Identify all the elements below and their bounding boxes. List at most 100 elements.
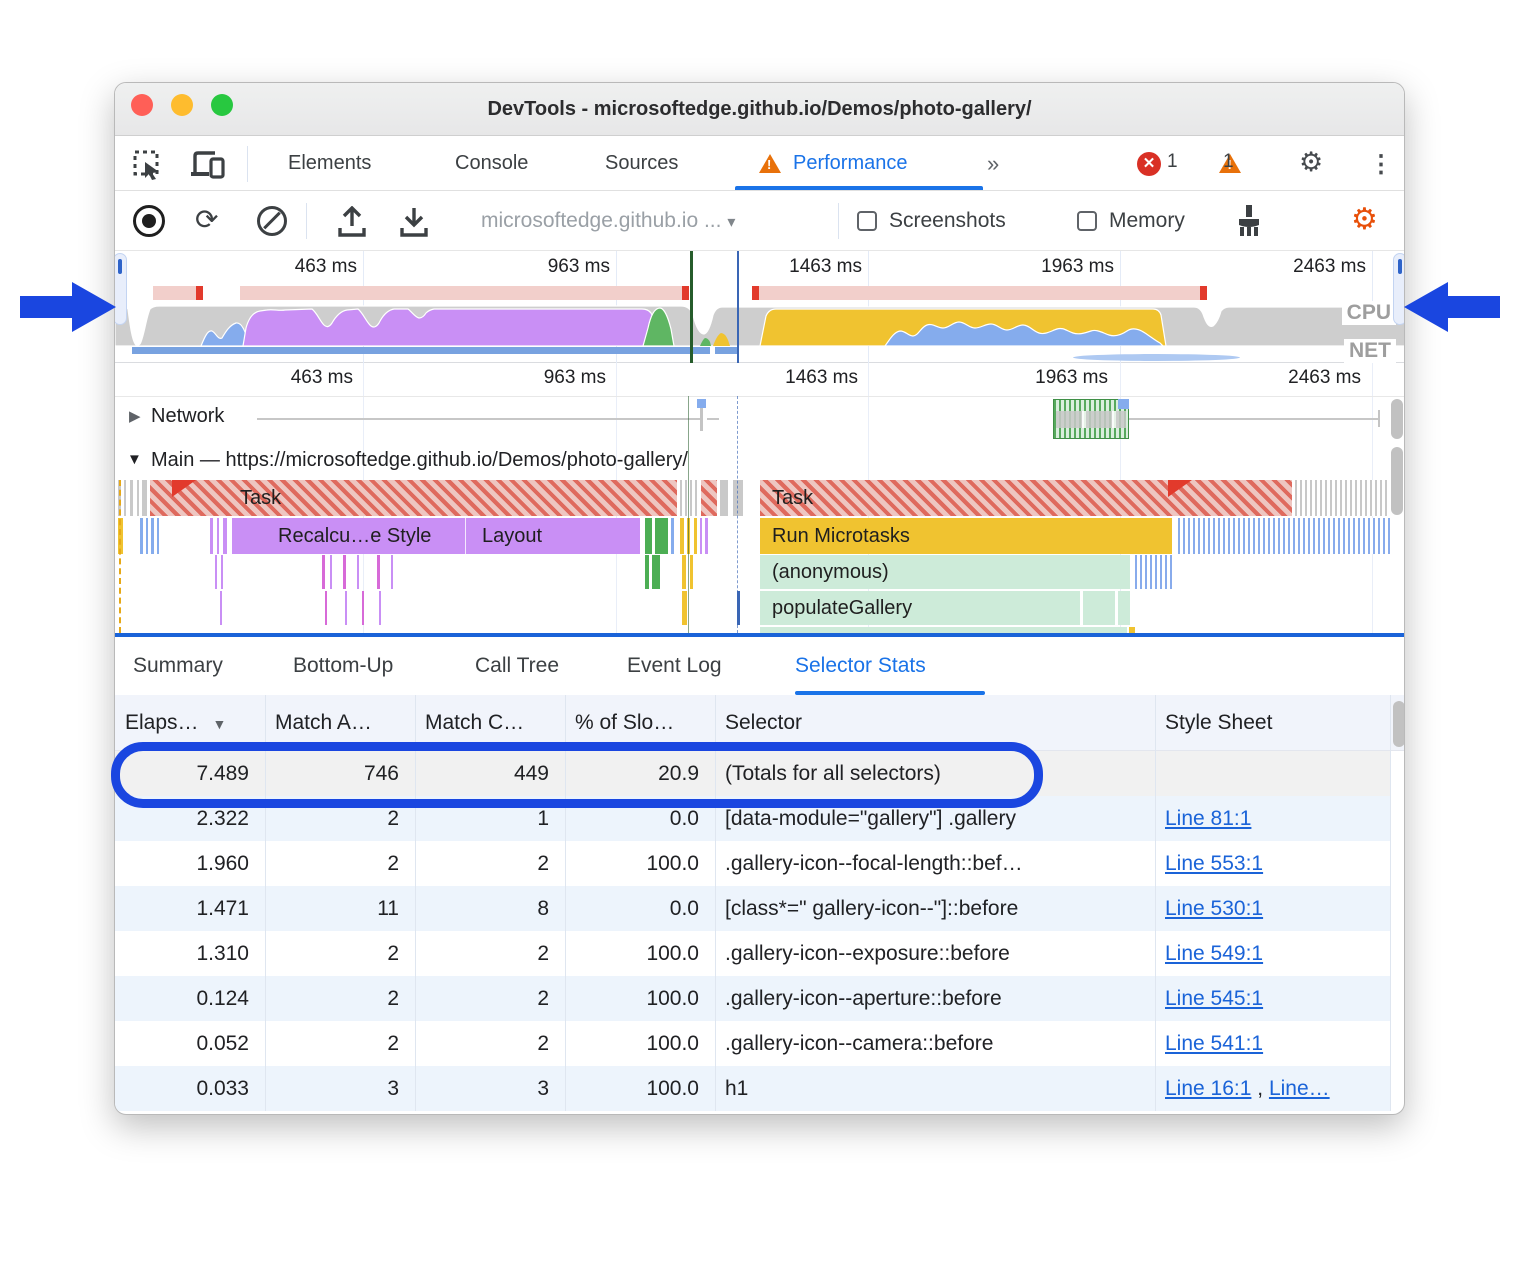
header-selector[interactable]: Selector (725, 711, 803, 734)
flame-anonymous-bar[interactable]: (anonymous) (760, 555, 1130, 589)
network-request-line (257, 418, 700, 420)
stylesheet-line-link[interactable]: Line 81:1 (1165, 807, 1252, 830)
stylesheet-line-link[interactable]: Line 530:1 (1165, 897, 1264, 920)
event-fragment (1129, 627, 1135, 633)
minimize-window-button[interactable] (171, 94, 193, 116)
stylesheet-line-link[interactable]: Line 549:1 (1165, 942, 1264, 965)
table-row[interactable]: 0.124 2 2 100.0 .gallery-icon--aperture::bef… (115, 976, 1390, 1021)
event-fragment (1135, 555, 1172, 589)
task-fragment (733, 480, 743, 516)
column-divider (1155, 695, 1156, 1111)
header-match-attempts[interactable]: Match A… (275, 711, 372, 734)
cpu-activity-chart (115, 305, 1404, 346)
selector-cell: h1 (725, 1077, 749, 1100)
main-collapse-triangle-icon[interactable]: ▼ (127, 451, 142, 468)
load-profile-icon[interactable] (337, 206, 367, 238)
reload-and-record-icon[interactable]: ⟳ (195, 204, 219, 235)
inspect-icon[interactable] (133, 150, 163, 180)
recalculate-style-label: Recalcu…e Style (278, 525, 432, 547)
timeline-overview[interactable]: 463 ms 963 ms 1463 ms 1963 ms 2463 ms CP… (115, 251, 1404, 363)
task-fragment (130, 480, 133, 516)
flame-task-bar[interactable]: Task (150, 480, 677, 516)
network-scrollbar-thumb[interactable] (1391, 399, 1403, 439)
capture-settings-gear-icon[interactable]: ⚙ (1351, 203, 1378, 236)
tab-summary[interactable]: Summary (133, 654, 223, 677)
settings-gear-icon[interactable]: ⚙ (1299, 147, 1324, 177)
stylesheet-line-link[interactable]: Line… (1268, 1077, 1330, 1100)
selection-cursor-line (737, 396, 738, 633)
panel-splitter[interactable] (115, 633, 1404, 637)
tab-selector-stats[interactable]: Selector Stats (795, 654, 926, 677)
overview-time-label: 1463 ms (789, 256, 862, 277)
more-options-kebab-icon[interactable]: ⋮ (1369, 151, 1393, 178)
flame-style-layout-bar[interactable]: Recalcu…e Style Layout (232, 518, 640, 554)
flame-run-microtasks-bar[interactable]: Run Microtasks (760, 518, 1172, 554)
timeline-cursor-line (690, 251, 693, 363)
main-track-label[interactable]: Main — https://microsoftedge.github.io/D… (151, 449, 688, 471)
tab-sources[interactable]: Sources (605, 152, 679, 174)
tab-elements[interactable]: Elements (288, 152, 372, 174)
save-profile-icon[interactable] (399, 206, 429, 238)
event-fragment (671, 518, 674, 554)
error-badge-icon[interactable]: ✕ (1137, 152, 1161, 176)
stylesheet-line-link[interactable]: Line 541:1 (1165, 1032, 1264, 1055)
table-cell: 2 (387, 1032, 399, 1055)
event-fragment (345, 591, 347, 625)
event-fragment (680, 518, 684, 554)
stylesheet-line-link[interactable]: Line 553:1 (1165, 852, 1264, 875)
network-expand-triangle-icon[interactable]: ▶ (129, 408, 141, 425)
task-fragment (137, 480, 139, 516)
table-scrollbar-thumb[interactable] (1393, 701, 1404, 747)
garbage-collect-icon[interactable] (1233, 204, 1265, 238)
timeline-tracks[interactable]: 463 ms 963 ms 1463 ms 1963 ms 2463 ms ▶ … (115, 363, 1404, 633)
table-row[interactable]: 2.322 2 1 0.0 [data-module="gallery"] .galle… (115, 796, 1390, 841)
screenshots-checkbox[interactable] (857, 211, 877, 231)
long-task-marker (1200, 286, 1207, 300)
table-row[interactable]: 0.033 3 3 100.0 h1 Line 16:1 , Line… (115, 1066, 1390, 1111)
task-fragment (701, 480, 717, 516)
tab-console[interactable]: Console (455, 152, 529, 174)
header-elapsed[interactable]: Elaps… ▼ (115, 695, 265, 751)
stylesheet-line-link[interactable]: Line 545:1 (1165, 987, 1264, 1010)
table-row[interactable]: 1.310 2 2 100.0 .gallery-icon--exposure::bef… (115, 931, 1390, 976)
table-row[interactable]: 1.960 2 2 100.0 .gallery-icon--focal-length:… (115, 841, 1390, 886)
zoom-window-button[interactable] (211, 94, 233, 116)
flame-populate-gallery-bar[interactable]: populateGallery (760, 591, 1130, 625)
network-track-label[interactable]: Network (151, 405, 225, 427)
header-pct-slow[interactable]: % of Slo… (575, 711, 675, 734)
error-count[interactable]: 1 (1167, 151, 1178, 172)
event-fragment (140, 518, 143, 554)
history-dropdown[interactable]: microsoftedge.github.io ... ▾ (481, 191, 735, 251)
left-arrow-annotation (20, 282, 116, 332)
overview-time-label: 963 ms (547, 256, 610, 277)
device-toolbar-icon[interactable] (191, 150, 225, 180)
divider (247, 146, 248, 182)
screenshots-label: Screenshots (889, 209, 1006, 232)
record-button[interactable] (133, 205, 165, 237)
network-request-block[interactable] (1053, 399, 1129, 439)
tab-performance[interactable]: Performance (793, 152, 908, 174)
flame-task-bar[interactable]: Task (760, 480, 1292, 516)
stylesheet-line-link[interactable]: Line 16:1 (1165, 1077, 1252, 1100)
overview-right-handle[interactable] (1393, 253, 1404, 325)
tab-event-log[interactable]: Event Log (627, 654, 722, 677)
column-divider (415, 695, 416, 1111)
tab-bottom-up[interactable]: Bottom-Up (293, 654, 394, 677)
table-row[interactable]: 0.052 2 2 100.0 .gallery-icon--camera::befor… (115, 1021, 1390, 1066)
header-match-count[interactable]: Match C… (425, 711, 525, 734)
ruler-time-label: 963 ms (543, 367, 606, 388)
memory-checkbox[interactable] (1077, 211, 1097, 231)
clear-recording-icon[interactable] (257, 206, 287, 236)
tab-call-tree[interactable]: Call Tree (475, 654, 560, 677)
table-row[interactable]: 7.489 746 449 20.9 (Totals for all selectors… (115, 751, 1390, 796)
warning-count[interactable]: 1 (1223, 151, 1234, 172)
main-scrollbar-thumb[interactable] (1391, 447, 1403, 515)
overview-left-handle[interactable] (115, 253, 127, 325)
header-style-sheet[interactable]: Style Sheet (1165, 711, 1273, 734)
close-window-button[interactable] (131, 94, 153, 116)
warning-badge-icon[interactable] (1219, 154, 1242, 173)
table-row[interactable]: 1.471 11 8 0.0 [class*=" gallery-icon--"]::b… (115, 886, 1390, 931)
event-fragment (146, 518, 148, 554)
more-tabs-chevron[interactable]: » (987, 151, 1000, 176)
selector-cell: .gallery-icon--aperture::before (725, 987, 1002, 1010)
